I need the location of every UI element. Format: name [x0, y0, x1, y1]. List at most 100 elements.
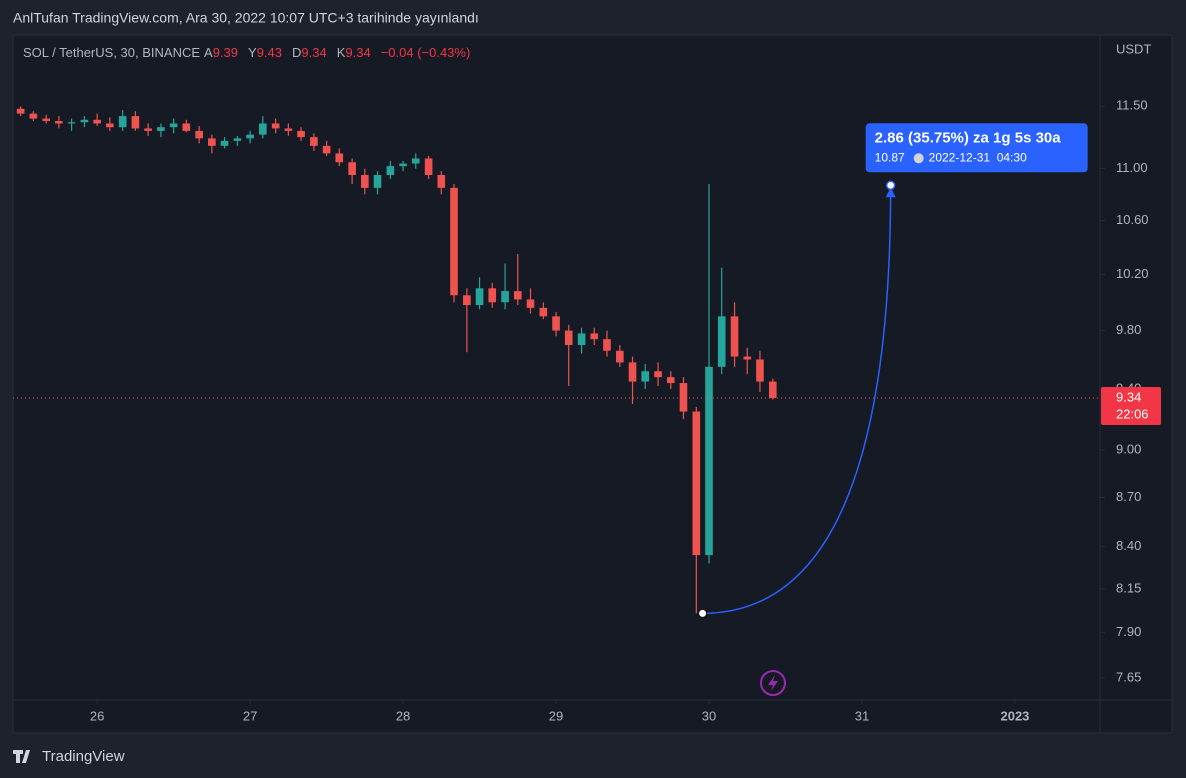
candle-body: [730, 316, 739, 357]
candle-body: [768, 381, 777, 398]
projection-end-time: 2022-12-31 04:30: [929, 150, 1027, 164]
projection-arrow: [885, 187, 896, 198]
candle-body: [373, 175, 382, 188]
published-note: AnlTufan TradingView.com, Ara 30, 2022 1…: [13, 10, 479, 26]
y-tick-label: 9.80: [1116, 322, 1141, 337]
candle-body: [67, 122, 76, 124]
candle-body: [322, 145, 331, 154]
candle-body: [526, 299, 535, 308]
symbol: SOL / TetherUS, 30, BINANCE: [23, 45, 201, 60]
candle-body: [679, 383, 688, 412]
candle-body: [756, 359, 764, 382]
candle-body: [195, 130, 203, 139]
y-tick-label: 11.00: [1116, 160, 1148, 175]
y-tick-label: 11.50: [1116, 98, 1148, 113]
candle-body: [271, 123, 280, 129]
y-tick-label: 8.70: [1116, 489, 1141, 504]
candle-body: [80, 119, 89, 123]
candle-body: [348, 162, 356, 176]
candle-body: [488, 288, 497, 303]
candle-body: [717, 316, 726, 367]
x-tick-label: 31: [855, 708, 869, 723]
candle-body: [118, 116, 127, 128]
candle-body: [552, 316, 560, 331]
candle-body: [131, 116, 140, 129]
projection-start: [698, 608, 708, 618]
y-tick-label: 7.90: [1116, 624, 1141, 639]
candle-body: [29, 113, 38, 119]
candle-body: [616, 350, 624, 363]
change: −0.04 (−0.43%): [380, 45, 471, 60]
currency-label: USDT: [1116, 41, 1151, 56]
low-label: D: [292, 45, 302, 60]
projection-label: 2.86 (35.75%) za 1g 5s 30a: [875, 129, 1062, 146]
candle-body: [450, 187, 458, 296]
candle-body: [310, 137, 318, 146]
candle-body: [335, 153, 344, 163]
countdown-label: 22:06: [1116, 406, 1149, 421]
candle-body: [144, 128, 152, 131]
close-label: K: [336, 45, 346, 60]
candle-body: [16, 108, 25, 114]
candle-body: [628, 362, 637, 382]
y-tick-label: 9.00: [1116, 441, 1141, 456]
candle-body: [106, 123, 114, 128]
projection-curve: [702, 185, 892, 615]
candle-body: [93, 119, 101, 124]
candle-body: [539, 307, 548, 317]
brand-name: TradingView: [42, 748, 125, 765]
open-label: A: [204, 45, 213, 60]
candle-body: [157, 127, 165, 131]
y-tick-label: 10.20: [1116, 266, 1149, 281]
x-tick-label: 26: [90, 708, 104, 723]
candle-body: [654, 371, 662, 378]
candle-body: [577, 333, 586, 345]
close-value: 9.34: [345, 45, 371, 60]
candle-body: [424, 158, 433, 176]
legend: SOL / TetherUS, 30, BINANCE A 9.39 Y 9.43 …: [23, 45, 476, 60]
candle-body: [182, 123, 191, 131]
y-tick-label: 8.15: [1116, 581, 1141, 596]
candles: [16, 106, 777, 614]
projection-end: [885, 180, 896, 191]
candle-body: [666, 377, 675, 384]
candle-body: [361, 175, 369, 188]
x-tick-label: 2023: [1000, 708, 1029, 723]
candle-body: [169, 123, 178, 128]
candle-body: [411, 158, 420, 164]
lightning-icon: [760, 670, 786, 696]
candle-body: [603, 339, 611, 351]
candle-body: [590, 333, 599, 340]
y-tick-label: 8.40: [1116, 538, 1141, 553]
candle-body: [463, 295, 471, 306]
candle-body: [246, 134, 254, 139]
high-label: Y: [248, 45, 257, 60]
low-value: 9.34: [301, 45, 327, 60]
y-tick-label: 10.60: [1116, 212, 1149, 227]
candle-body: [692, 411, 701, 556]
clock-icon: [913, 153, 924, 164]
candle-body: [55, 121, 63, 124]
candle-body: [564, 330, 573, 345]
candle-body: [501, 291, 509, 303]
candle-body: [399, 163, 407, 167]
candle-body: [284, 128, 293, 131]
y-tick-label: 7.65: [1116, 669, 1141, 684]
x-tick-label: 29: [549, 708, 563, 723]
last-price-label: 9.34: [1116, 389, 1141, 404]
candle-body: [220, 140, 229, 146]
projection-end-price: 10.87: [875, 150, 905, 164]
x-tick-label: 30: [702, 708, 716, 723]
candle-body: [475, 288, 484, 306]
x-tick-label: 28: [396, 708, 410, 723]
open-value: 9.39: [212, 45, 239, 60]
candle-body: [641, 371, 650, 382]
candle-body: [513, 291, 522, 300]
candle-body: [258, 123, 267, 135]
candle-body: [297, 130, 305, 138]
candle-body: [208, 138, 216, 146]
x-tick-label: 27: [243, 708, 257, 723]
high-value: 9.43: [256, 45, 282, 60]
